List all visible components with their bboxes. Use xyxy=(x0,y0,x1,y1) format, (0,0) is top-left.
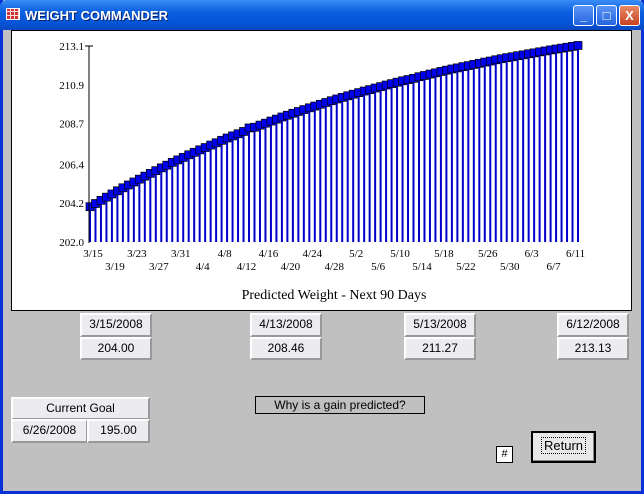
x-tick-label: 4/12 xyxy=(237,261,257,273)
x-tick-label: 5/22 xyxy=(456,261,476,273)
x-tick-label: 4/8 xyxy=(218,248,233,260)
x-tick-label: 5/18 xyxy=(434,248,454,260)
x-tick-label: 5/30 xyxy=(500,261,520,273)
milestone-weight-text: 204.00 xyxy=(97,341,135,355)
milestone-date-text: 3/15/2008 xyxy=(89,317,143,331)
goal-label: Current Goal xyxy=(11,397,150,420)
x-tick-label: 4/16 xyxy=(259,248,279,260)
milestone-weight-text: 211.27 xyxy=(422,341,458,355)
x-tick-label: 4/24 xyxy=(303,248,323,260)
return-button[interactable]: Return xyxy=(531,431,596,463)
milestone-weight: 211.27 xyxy=(404,337,476,360)
weight-chart: 202.0 204.2 206.4 208.7 210.9 213.1 3/15 3/19 3/… xyxy=(11,30,632,311)
milestone-date-text: 4/13/2008 xyxy=(259,317,313,331)
x-tick-label: 3/19 xyxy=(105,261,125,273)
x-tick-label: 6/7 xyxy=(547,261,562,273)
x-tick-label: 3/15 xyxy=(83,248,103,260)
y-tick-label: 202.0 xyxy=(59,237,84,249)
return-label: Return xyxy=(540,437,587,454)
title-bar[interactable]: WEIGHT COMMANDER _ □ X xyxy=(0,0,644,30)
goal-weight-text: 195.00 xyxy=(100,423,137,437)
milestone-weight-text: 208.46 xyxy=(267,341,305,355)
why-gain-button[interactable]: Why is a gain predicted? xyxy=(255,396,425,414)
x-tick-label: 4/28 xyxy=(324,261,344,273)
goal-date-text: 6/26/2008 xyxy=(22,423,77,437)
x-tick-label: 5/10 xyxy=(390,248,410,260)
x-tick-label: 3/27 xyxy=(149,261,169,273)
milestone-date-text: 5/13/2008 xyxy=(413,317,467,331)
milestone-date: 5/13/2008 xyxy=(404,313,476,337)
milestone-date: 3/15/2008 xyxy=(80,313,152,337)
x-tick-label: 5/2 xyxy=(349,248,363,260)
y-tick-label: 210.9 xyxy=(59,80,84,92)
x-tick-label: 5/14 xyxy=(412,261,432,273)
x-tick-label: 6/11 xyxy=(566,248,585,260)
x-tick-label: 3/23 xyxy=(127,248,147,260)
y-tick-label: 204.2 xyxy=(59,198,84,210)
milestone-weight-text: 213.13 xyxy=(574,341,612,355)
goal-weight: 195.00 xyxy=(87,419,150,443)
x-tick-label: 6/3 xyxy=(525,248,540,260)
y-tick-label: 208.7 xyxy=(59,119,84,131)
close-button[interactable]: X xyxy=(619,5,640,26)
milestone-weight: 204.00 xyxy=(80,337,152,360)
goal-date: 6/26/2008 xyxy=(11,419,88,443)
x-tick-label: 5/6 xyxy=(371,261,386,273)
app-icon[interactable] xyxy=(6,8,20,20)
milestone-weight: 213.13 xyxy=(557,337,629,360)
goal-label-text: Current Goal xyxy=(46,401,115,415)
milestone-date: 4/13/2008 xyxy=(250,313,322,337)
marker xyxy=(573,41,583,50)
milestone-date: 6/12/2008 xyxy=(557,313,629,337)
x-tick-label: 4/4 xyxy=(196,261,211,273)
minimize-button[interactable]: _ xyxy=(573,5,594,26)
x-tick-label: 4/20 xyxy=(281,261,301,273)
maximize-button[interactable]: □ xyxy=(596,5,617,26)
chart-svg: 202.0204.2206.4208.7210.9213.13/153/193/… xyxy=(59,41,585,303)
y-tick-label: 213.1 xyxy=(59,41,84,53)
hash-button[interactable]: # xyxy=(496,446,513,463)
milestone-weight: 208.46 xyxy=(250,337,322,360)
x-tick-label: 3/31 xyxy=(171,248,191,260)
window-title: WEIGHT COMMANDER xyxy=(25,8,168,23)
milestone-date-text: 6/12/2008 xyxy=(566,317,620,331)
chart-title: Predicted Weight - Next 90 Days xyxy=(242,288,427,303)
x-tick-label: 5/26 xyxy=(478,248,498,260)
y-tick-label: 206.4 xyxy=(59,159,84,171)
